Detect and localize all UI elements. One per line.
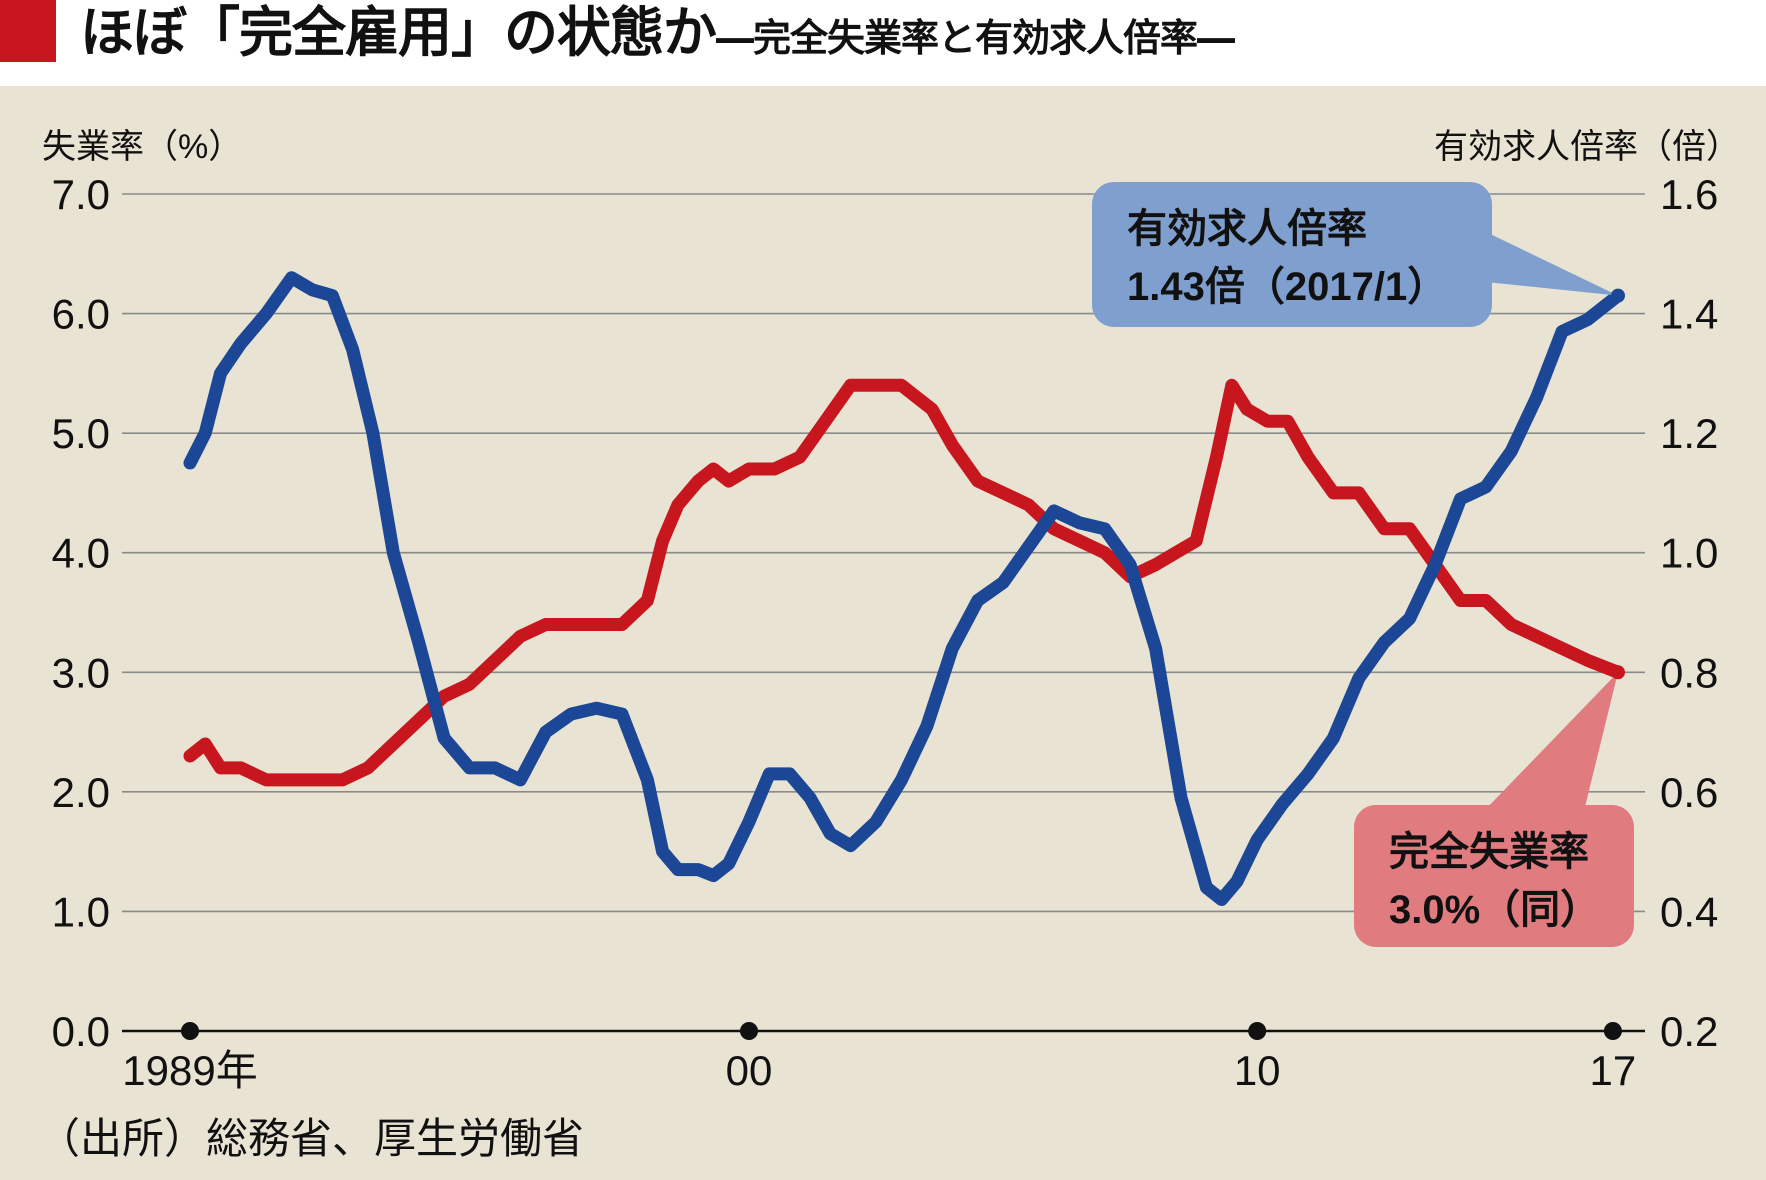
x-tick-label: 17	[1590, 1047, 1637, 1094]
title-accent-mark	[0, 0, 56, 62]
x-tick-dot	[1248, 1022, 1267, 1040]
chart-title: ほぼ「完全雇用」の状態か―完全失業率と有効求人倍率―	[80, 1, 1235, 69]
y-left-tick-label: 1.0	[52, 888, 110, 935]
x-tick-label: 00	[726, 1047, 773, 1094]
y-right-tick-label: 0.2	[1660, 1008, 1718, 1055]
y-left-tick-label: 2.0	[52, 769, 110, 816]
y-right-tick-label: 1.4	[1660, 291, 1718, 338]
y-right-tick-label: 0.8	[1660, 649, 1718, 696]
unemployment-rate-line	[183, 378, 1625, 787]
y-left-tick-label: 0.0	[52, 1008, 110, 1055]
y-left-tick-label: 7.0	[52, 171, 110, 218]
job-ratio-line	[183, 271, 1625, 906]
title-bar: ほぼ「完全雇用」の状態か―完全失業率と有効求人倍率―	[0, 0, 1766, 82]
x-tick-dot	[1603, 1022, 1622, 1040]
x-tick-dot	[740, 1022, 759, 1040]
callout-label: 完全失業率	[1389, 829, 1589, 874]
y-right-tick-label: 1.2	[1660, 410, 1718, 457]
callout-pointer	[1484, 672, 1618, 811]
series-endpoint-dot	[1611, 288, 1625, 303]
series-lines	[183, 271, 1625, 906]
y-right-tick-label: 1.0	[1660, 530, 1718, 577]
source-note: （出所）総務省、厚生労働省	[38, 1114, 585, 1163]
callout-label: 有効求人倍率	[1127, 207, 1367, 251]
callout-box	[1354, 805, 1634, 947]
y-left-tick-label: 4.0	[52, 530, 110, 577]
x-tick-dot	[181, 1022, 199, 1040]
y-left-tick-label: 5.0	[52, 410, 110, 457]
chart-subtitle: ―完全失業率と有効求人倍率―	[716, 16, 1235, 60]
left-axis: 0.0 1.0 2.0 3.0 4.0 5.0 6.0 7.0 失業率（%）	[42, 128, 242, 1055]
callouts: 有効求人倍率 1.43倍（2017/1） 完全失業率 3.0%（同）	[1092, 182, 1634, 947]
right-axis: 0.2 0.4 0.6 0.8 1.0 1.2 1.4 1.6 有効求人倍率（倍）	[1434, 128, 1740, 1055]
x-axis: 1989年 00 10 17	[122, 1022, 1636, 1094]
chart-title-main: ほぼ「完全雇用」の状態か	[80, 1, 717, 64]
y-left-tick-label: 6.0	[52, 291, 110, 338]
y-right-tick-label: 0.4	[1660, 888, 1718, 935]
callout-value: 1.43倍（2017/1）	[1127, 265, 1447, 309]
callout-pointer	[1486, 232, 1618, 296]
y-left-tick-label: 3.0	[52, 649, 110, 696]
y-right-axis-title: 有効求人倍率（倍）	[1434, 128, 1740, 166]
callout-box	[1092, 182, 1492, 327]
x-tick-label: 1989年	[122, 1047, 257, 1094]
series-endpoint-dot	[1611, 665, 1625, 680]
callout-value: 3.0%（同）	[1389, 888, 1600, 932]
y-left-axis-title: 失業率（%）	[42, 128, 242, 166]
x-tick-label: 10	[1234, 1047, 1281, 1094]
y-right-tick-label: 0.6	[1660, 769, 1718, 816]
y-right-tick-label: 1.6	[1660, 171, 1718, 218]
